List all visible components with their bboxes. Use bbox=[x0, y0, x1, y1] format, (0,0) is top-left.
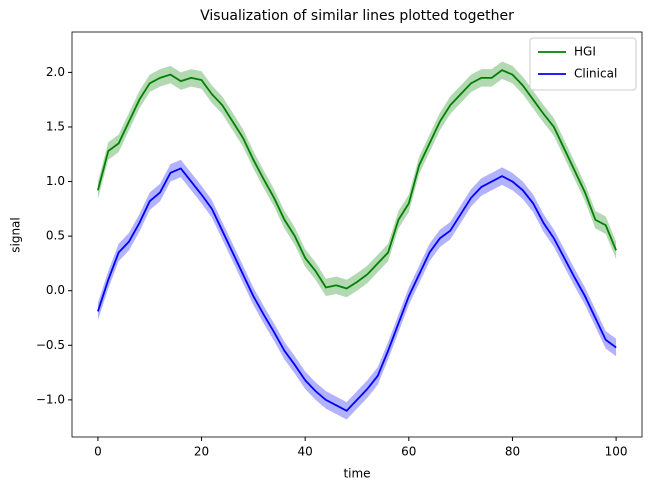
legend-box bbox=[529, 37, 637, 91]
x-tick-label: 80 bbox=[505, 445, 520, 459]
error-band bbox=[97, 61, 617, 298]
y-axis-label: signal bbox=[9, 217, 23, 253]
x-tick-label: 40 bbox=[298, 445, 313, 459]
series-line bbox=[97, 167, 617, 412]
y-tick-label: −0.5 bbox=[36, 338, 65, 352]
x-tick-label: 20 bbox=[194, 445, 209, 459]
x-tick-label: 0 bbox=[94, 445, 102, 459]
x-tick-label: 100 bbox=[605, 445, 628, 459]
y-tick-label: 1.5 bbox=[46, 119, 65, 133]
y-tick-label: 2.0 bbox=[46, 65, 65, 79]
y-tick-label: 0.0 bbox=[46, 283, 65, 297]
y-tick-label: 1.0 bbox=[46, 174, 65, 188]
y-tick-label: 0.5 bbox=[46, 229, 65, 243]
y-tick-label: −1.0 bbox=[36, 392, 65, 406]
chart-title: Visualization of similar lines plotted t… bbox=[200, 8, 514, 24]
plot-frame bbox=[71, 31, 643, 438]
x-tick-label: 60 bbox=[401, 445, 416, 459]
x-axis-label: time bbox=[343, 467, 370, 481]
legend-label: HGI bbox=[574, 45, 596, 59]
legend-label: Clinical bbox=[574, 67, 617, 81]
series-line bbox=[97, 69, 617, 290]
